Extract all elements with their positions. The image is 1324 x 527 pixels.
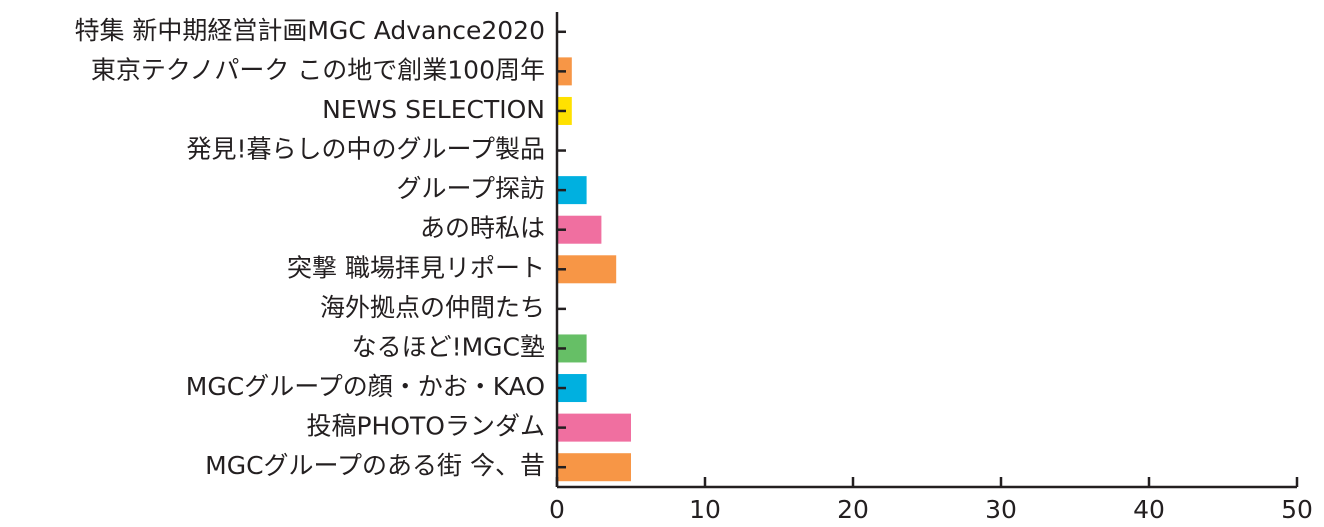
x-tick-label: 10 xyxy=(689,495,721,524)
y-tick-label: 発見!暮らしの中のグループ製品 xyxy=(186,135,545,164)
y-tick-label: 特集 新中期経営計画MGC Advance2020 xyxy=(74,16,545,45)
y-tick-label: なるほど!MGC塾 xyxy=(352,332,545,361)
bar xyxy=(557,413,631,442)
y-tick-label: 投稿PHOTOランダム xyxy=(306,412,545,441)
x-tick-label: 20 xyxy=(837,495,869,524)
y-tick-label: MGCグループの顔・かお・KAO xyxy=(186,372,545,401)
x-tick-label: 50 xyxy=(1281,495,1313,524)
y-tick-label: 東京テクノパーク この地で創業100周年 xyxy=(91,55,545,84)
y-tick-label: あの時私は xyxy=(420,214,545,243)
x-tick-label: 30 xyxy=(985,495,1017,524)
y-tick-label: MGCグループのある街 今、昔 xyxy=(205,451,545,480)
y-tick-label: NEWS SELECTION xyxy=(322,95,545,124)
bar xyxy=(557,255,617,284)
y-tick-label: 海外拠点の仲間たち xyxy=(320,293,545,322)
bar xyxy=(557,453,631,482)
y-tick-label: 突撃 職場拝見リポート xyxy=(287,253,545,282)
x-tick-label: 40 xyxy=(1133,495,1165,524)
y-tick-label: グループ探訪 xyxy=(396,174,545,203)
x-tick-label: 0 xyxy=(549,495,565,524)
